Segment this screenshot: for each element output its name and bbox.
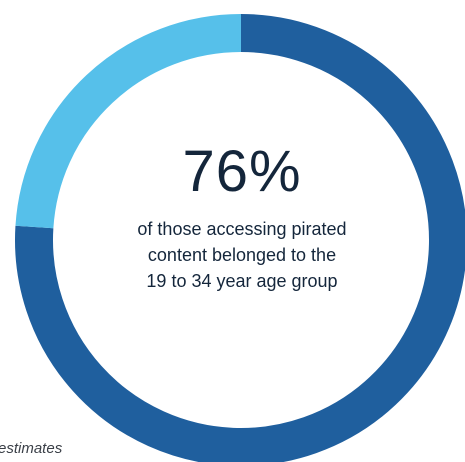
donut-slices	[15, 14, 465, 462]
headline-percentage: 76%	[182, 139, 302, 204]
caption-line-3: 19 to 34 year age group	[146, 271, 338, 291]
donut-slice-secondary	[15, 14, 242, 229]
footnote: estimates	[0, 440, 63, 457]
caption-line-2: content belonged to the	[147, 245, 337, 265]
donut-center-label: 76% of those accessing pirated content b…	[92, 140, 392, 294]
donut-slice-primary	[15, 14, 465, 462]
caption-line-1: of those accessing pirated	[137, 219, 347, 239]
